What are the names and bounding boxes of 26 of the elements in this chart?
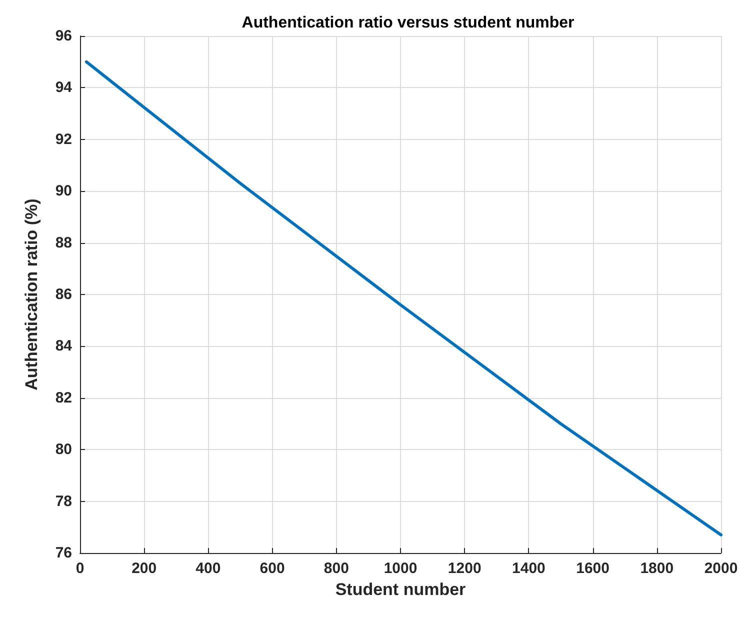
y-tick-label: 76 [55,544,72,562]
y-tick-label: 94 [55,79,73,96]
y-tick-label: 92 [55,130,72,148]
x-tick-label: 0 [76,560,84,577]
x-tick-label: 800 [324,560,349,577]
y-tick-label: 86 [55,286,72,303]
chart-title: Authentication ratio versus student number [242,14,574,32]
x-tick-label: 200 [132,560,157,577]
x-axis-title: Student number [335,580,466,599]
x-tick-label: 1000 [384,560,418,577]
y-tick-label: 80 [55,441,72,458]
y-tick-label: 96 [55,28,72,44]
y-tick-label: 82 [55,389,72,406]
y-axis-title: Authentication ratio (%) [22,198,41,390]
x-tick-label: 1200 [448,560,482,577]
line-series [84,60,722,536]
x-tick-label: 2000 [704,560,738,577]
x-tick-label: 400 [196,560,221,577]
x-tick-label: 1600 [576,560,610,577]
x-tick-label: 1800 [640,560,674,577]
x-tick-label: 600 [260,560,285,577]
x-tick-label: 1400 [512,560,546,577]
y-tick-label: 78 [55,492,72,510]
y-tick-label: 84 [55,338,73,355]
y-tick-label: 90 [55,182,72,200]
y-tick-label: 88 [55,234,72,252]
